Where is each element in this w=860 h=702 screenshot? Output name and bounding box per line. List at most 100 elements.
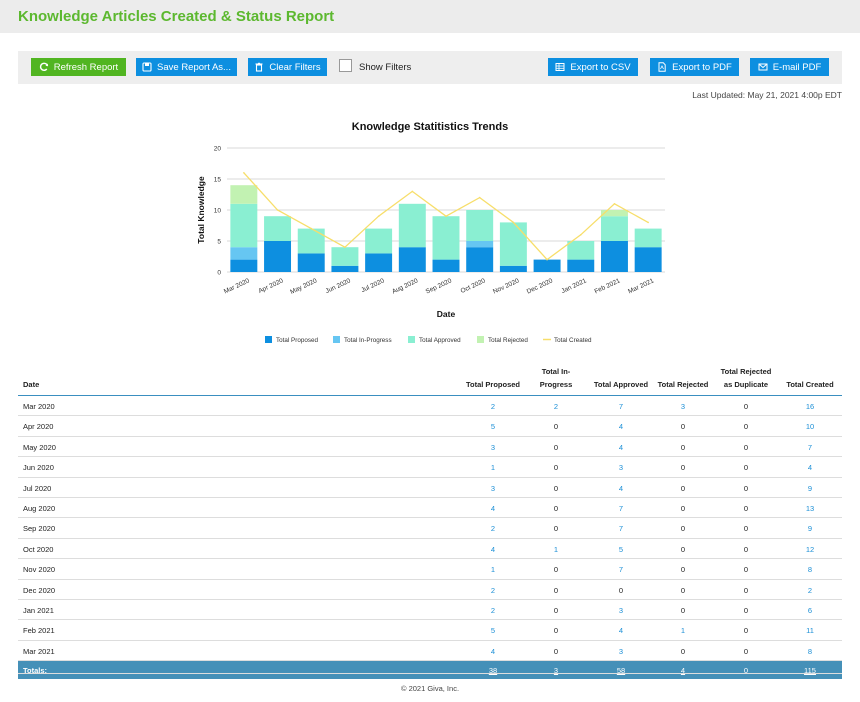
cell-created[interactable]: 13 [805, 503, 815, 513]
cell-rejected-duplicate: 0 [743, 422, 749, 432]
cell-proposed[interactable]: 4 [490, 503, 496, 513]
cell-approved: 0 [618, 585, 624, 595]
cell-rejected[interactable]: 3 [680, 402, 686, 411]
x-tick-label: Mar 2020 [223, 277, 251, 295]
cell-date: May 2020 [23, 442, 56, 452]
legend-total-proposed-swatch [265, 336, 272, 343]
save-report-as-button[interactable]: Save Report As... [136, 58, 237, 76]
cell-proposed[interactable]: 2 [490, 402, 496, 411]
cell-created[interactable]: 8 [807, 646, 813, 656]
table-row: Mar 2021 4 0 3 0 0 8 [18, 641, 842, 662]
export-csv-button[interactable]: Export to CSV [548, 58, 638, 76]
cell-proposed[interactable]: 5 [490, 626, 496, 636]
x-tick-label: Nov 2020 [492, 277, 521, 295]
point-total-created [344, 246, 346, 248]
totals-rejected[interactable]: 4 [680, 666, 686, 676]
cell-proposed[interactable]: 1 [490, 565, 496, 575]
y-tick-label: 0 [217, 270, 221, 277]
table-row: May 2020 3 0 4 0 0 7 [18, 437, 842, 458]
cell-in-progress[interactable]: 1 [553, 544, 559, 554]
cell-proposed[interactable]: 3 [490, 442, 496, 452]
cell-created[interactable]: 8 [807, 565, 813, 575]
cell-rejected-duplicate: 0 [743, 402, 749, 411]
cell-in-progress: 0 [553, 442, 559, 452]
totals-proposed[interactable]: 38 [488, 666, 498, 676]
cell-created[interactable]: 9 [807, 524, 813, 534]
cell-approved[interactable]: 4 [618, 483, 624, 493]
cell-approved[interactable]: 3 [618, 646, 624, 656]
cell-approved[interactable]: 4 [618, 442, 624, 452]
col-total-approved[interactable]: Total Approved [593, 380, 649, 389]
cell-rejected: 0 [680, 483, 686, 493]
cell-proposed[interactable]: 2 [490, 585, 496, 595]
table-row: Apr 2020 5 0 4 0 0 10 [18, 416, 842, 437]
cell-rejected-duplicate: 0 [743, 463, 749, 473]
cell-approved[interactable]: 3 [618, 463, 624, 473]
export-pdf-button[interactable]: Export to PDF [650, 58, 739, 76]
cell-created[interactable]: 10 [805, 422, 815, 432]
cell-approved[interactable]: 4 [618, 626, 624, 636]
cell-approved[interactable]: 3 [618, 605, 624, 615]
x-tick-label: Mar 2021 [627, 277, 655, 295]
cell-rejected[interactable]: 1 [680, 626, 686, 636]
cell-proposed[interactable]: 4 [490, 544, 496, 554]
bar-total-approved [432, 216, 460, 260]
cell-proposed[interactable]: 3 [490, 483, 496, 493]
table-row: Feb 2021 5 0 4 1 0 11 [18, 620, 842, 641]
cell-approved[interactable]: 7 [618, 565, 624, 575]
col-total-rejected-duplicate-line2: as Duplicate [723, 380, 769, 389]
totals-created[interactable]: 115 [804, 666, 816, 676]
cell-created[interactable]: 2 [807, 585, 813, 595]
x-tick-label: Sep 2020 [425, 277, 454, 295]
totals-approved[interactable]: 58 [616, 666, 626, 676]
y-tick-label: 10 [214, 208, 222, 215]
show-filters-checkbox[interactable] [339, 59, 352, 72]
email-pdf-button[interactable]: E-mail PDF [750, 58, 829, 76]
cell-approved[interactable]: 4 [618, 422, 624, 432]
cell-approved[interactable]: 7 [618, 402, 624, 411]
col-total-created[interactable]: Total Created [786, 380, 834, 389]
bar-total-approved [230, 203, 258, 248]
page-header: Knowledge Articles Created & Status Repo… [0, 0, 860, 33]
cell-rejected: 0 [680, 646, 686, 656]
cell-in-progress[interactable]: 2 [553, 402, 559, 411]
cell-created[interactable]: 4 [807, 463, 813, 473]
cell-created[interactable]: 16 [805, 402, 815, 411]
col-total-rejected[interactable]: Total Rejected [657, 380, 709, 389]
cell-rejected-duplicate: 0 [743, 483, 749, 493]
bar-total-proposed [331, 265, 359, 272]
cell-approved[interactable]: 7 [618, 524, 624, 534]
bar-total-proposed [264, 241, 292, 272]
x-tick-label: May 2020 [289, 277, 318, 296]
cell-created[interactable]: 11 [806, 626, 814, 636]
totals-in-progress[interactable]: 3 [553, 666, 559, 676]
bar-total-proposed [432, 259, 460, 272]
cell-created[interactable]: 6 [807, 605, 813, 615]
cell-created[interactable]: 9 [807, 483, 813, 493]
col-total-rejected-duplicate[interactable]: Total Rejected as Duplicate [711, 365, 781, 391]
cell-created[interactable]: 12 [805, 544, 815, 554]
cell-created[interactable]: 7 [807, 442, 813, 452]
cell-proposed[interactable]: 4 [490, 646, 496, 656]
col-total-proposed[interactable]: Total Proposed [465, 380, 521, 389]
cell-date: Mar 2020 [23, 402, 55, 411]
cell-approved[interactable]: 5 [618, 544, 624, 554]
bar-total-proposed [499, 265, 527, 272]
cell-proposed[interactable]: 2 [490, 524, 496, 534]
col-date[interactable]: Date [23, 380, 40, 389]
refresh-report-label: Refresh Report [53, 61, 119, 73]
bar-total-approved [365, 228, 393, 254]
x-tick-label: Aug 2020 [391, 277, 420, 295]
footer-copyright: © 2021 Giva, Inc. [400, 684, 460, 693]
cell-date: Jul 2020 [23, 483, 52, 493]
cell-proposed[interactable]: 5 [490, 422, 496, 432]
refresh-report-button[interactable]: Refresh Report [31, 58, 126, 76]
col-total-in-progress[interactable]: Total In- Progress [526, 365, 586, 391]
cell-proposed[interactable]: 1 [490, 463, 496, 473]
bar-total-approved [297, 228, 325, 254]
bar-total-in-progress [466, 241, 494, 248]
cell-approved[interactable]: 7 [618, 503, 624, 513]
cell-date: Aug 2020 [23, 503, 56, 513]
cell-proposed[interactable]: 2 [490, 605, 496, 615]
clear-filters-button[interactable]: Clear Filters [248, 58, 327, 76]
